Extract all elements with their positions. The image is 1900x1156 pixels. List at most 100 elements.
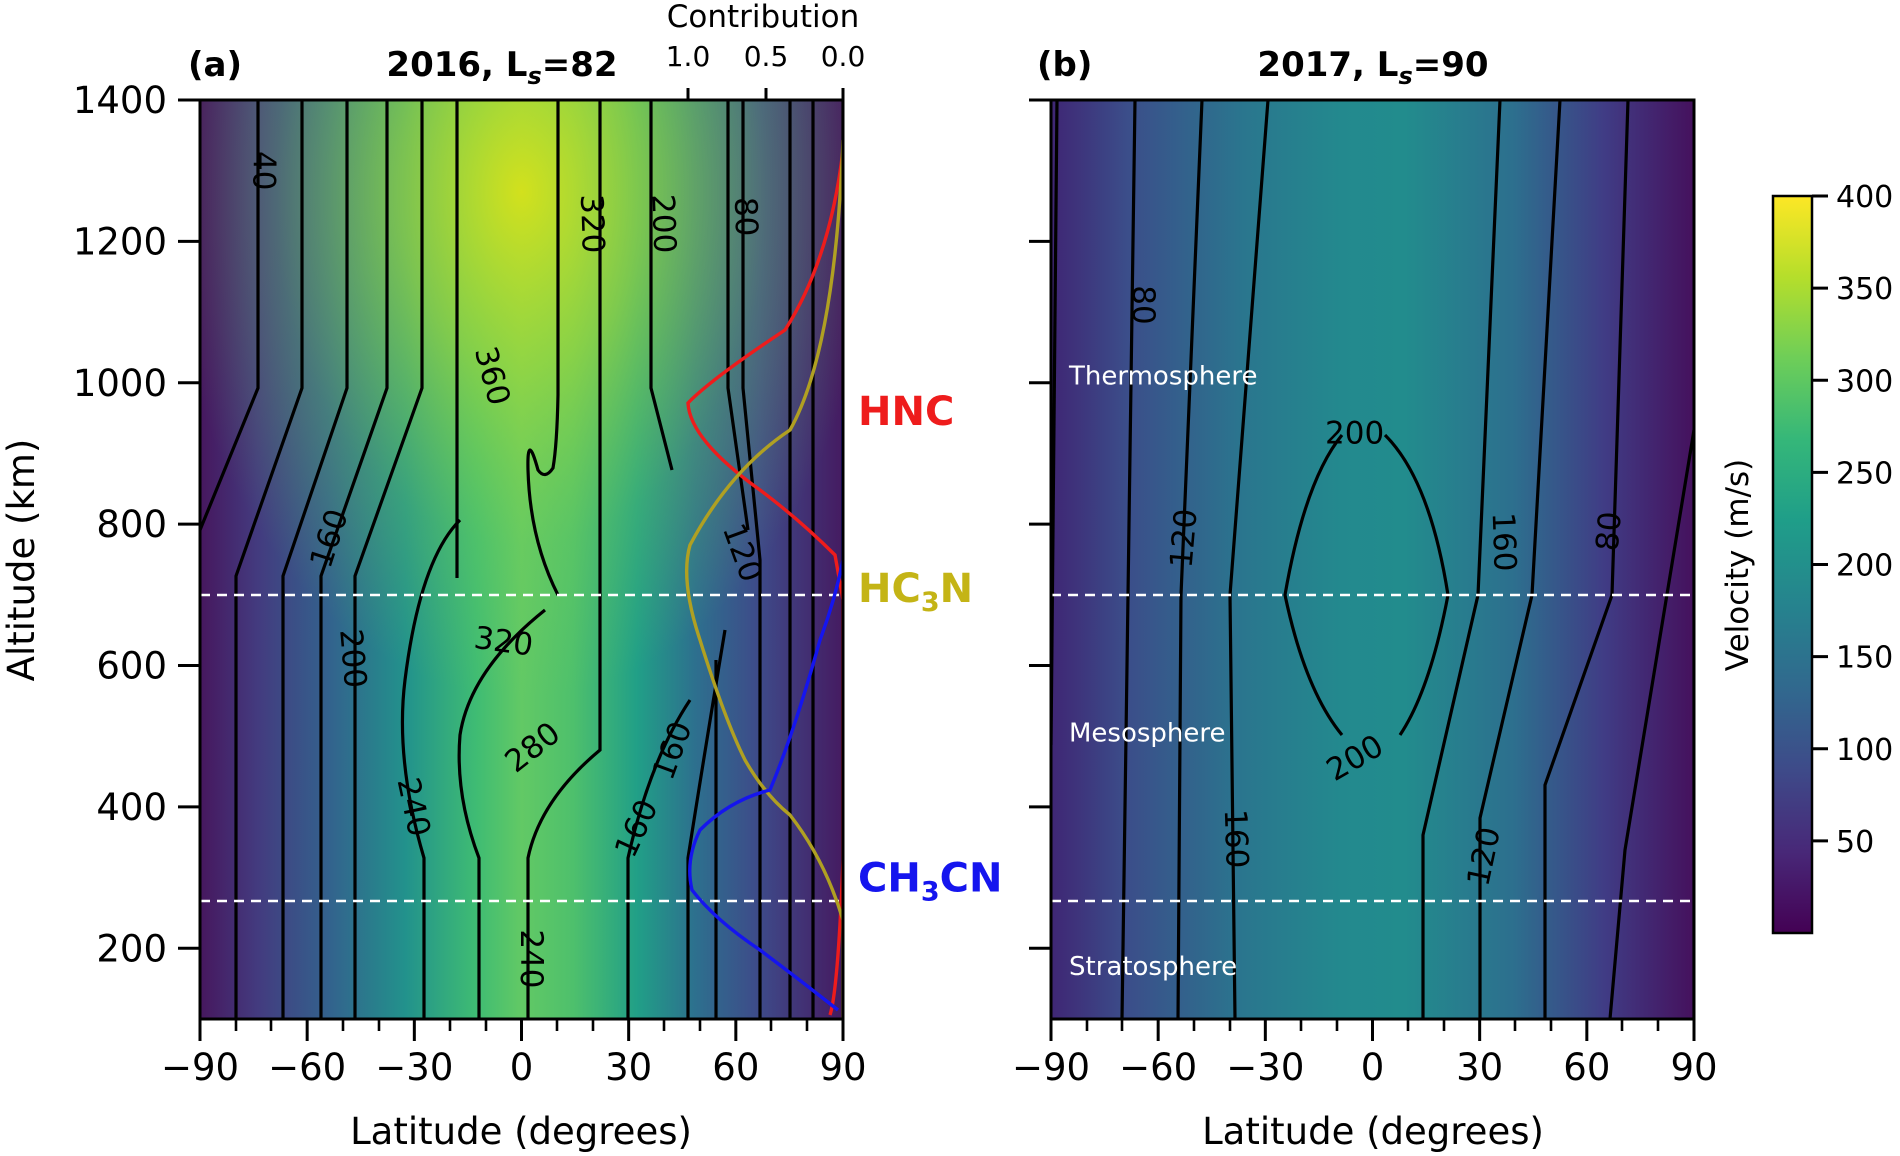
- layer-boundaries-a: [200, 593, 843, 903]
- x-tick-label: −90: [1012, 1046, 1090, 1089]
- y-ticks-a: [178, 98, 200, 950]
- colorbar-tick-label: 100: [1836, 733, 1893, 768]
- panel-b-letter: (b): [1037, 45, 1092, 85]
- x-tick-labels-b: −90 −60 −30 0 30 60 90: [1012, 1046, 1718, 1089]
- x-tick-label: 30: [1456, 1046, 1503, 1089]
- contour-label: 160: [1217, 809, 1255, 869]
- x-tick-label: 90: [819, 1046, 866, 1089]
- x-axis-label-a: Latitude (degrees): [350, 1110, 692, 1153]
- species-label-hnc: HNC: [858, 389, 954, 435]
- x-tick-label: 60: [712, 1046, 759, 1089]
- contribution-tick-0: 0.0: [821, 40, 866, 73]
- contribution-axis-label: Contribution: [667, 0, 859, 35]
- x-tick-label: 0: [510, 1046, 534, 1089]
- x-tick-label: −60: [268, 1046, 346, 1089]
- contribution-tick-0-5: 0.5: [744, 40, 789, 73]
- x-tick-label: −90: [161, 1046, 239, 1089]
- panel-a-title: 2016, Ls=82: [386, 45, 617, 90]
- contribution-tick-1: 1.0: [666, 40, 711, 73]
- y-tick-label: 800: [96, 503, 167, 546]
- contour-label-text: 80: [1590, 510, 1629, 552]
- colorbar-ticks: [1812, 194, 1828, 843]
- colorbar-tick-label: 50: [1836, 825, 1874, 860]
- contour-label: 200: [1325, 415, 1384, 451]
- layer-boundaries-b: [1051, 593, 1694, 903]
- ch3cn-contribution-curve: [688, 400, 843, 1012]
- contour-label-text: 320: [573, 194, 611, 254]
- species-label-hc3n: HC3N: [858, 566, 973, 618]
- layer-label-mesosphere: Mesosphere: [1069, 719, 1226, 749]
- y-tick-labels-a: 200 400 600 800 1000 1200 1400: [73, 79, 167, 970]
- hnc-contribution-curve: [686, 149, 843, 1016]
- x-tick-label: 0: [1361, 1046, 1385, 1089]
- contour-label-text: 160: [1217, 809, 1255, 869]
- contour-lines-a: [200, 100, 843, 1019]
- hc3n-contribution-curve: [685, 139, 843, 1019]
- contour-label: 40: [245, 151, 281, 190]
- x-tick-label: −30: [1226, 1046, 1304, 1089]
- colorbar-tick-label: 250: [1836, 456, 1893, 491]
- colorbar-tick-label: 200: [1836, 549, 1893, 584]
- x-tick-label: −30: [375, 1046, 453, 1089]
- contribution-curves: [685, 139, 843, 1019]
- contour-label-text: 40: [245, 151, 281, 190]
- contour-label-text: 200: [332, 628, 373, 690]
- colorbar-tick-label: 350: [1836, 272, 1893, 307]
- colorbar-tick-label: 400: [1836, 180, 1893, 215]
- x-ticks-b: [1049, 1019, 1696, 1041]
- contour-label: 120: [1164, 507, 1205, 569]
- contour-label-text: 200: [1325, 415, 1384, 451]
- heatmap-field-b: [1051, 100, 1694, 1019]
- x-axis-label-b: Latitude (degrees): [1202, 1110, 1544, 1153]
- x-tick-label: 90: [1670, 1046, 1717, 1089]
- y-tick-label: 1000: [73, 362, 167, 405]
- y-axis-label: Altitude (km): [0, 439, 43, 682]
- contour-label: 80: [727, 196, 764, 237]
- y-tick-label: 400: [96, 786, 167, 829]
- colorbar-tick-label: 300: [1836, 364, 1893, 399]
- panel-b-title: 2017, Ls=90: [1257, 45, 1488, 90]
- contour-label: 240: [513, 929, 549, 988]
- y-tick-label: 600: [96, 645, 167, 688]
- colorbar-gradient: [1771, 194, 1814, 935]
- colorbar-tick-labels: 50 100 150 200 250 300 350 400: [1836, 180, 1893, 860]
- contour-label-text: 160: [1485, 512, 1523, 572]
- contour-label: 200: [644, 194, 682, 254]
- layer-label-stratosphere: Stratosphere: [1069, 952, 1237, 982]
- layer-labels: Thermosphere Mesosphere Stratosphere: [1068, 362, 1257, 982]
- contour-label: 160: [1485, 512, 1523, 572]
- x-tick-label: 30: [605, 1046, 652, 1089]
- species-label-ch3cn: CH3CN: [858, 856, 1002, 908]
- contour-label: 200: [332, 628, 373, 690]
- contour-label: 80: [1125, 285, 1161, 324]
- colorbar: 50 100 150 200 250 300 350 400 Velocity (m/s): [1720, 180, 1893, 935]
- contour-label-text: 120: [1164, 507, 1205, 569]
- colorbar-tick-label: 150: [1836, 641, 1893, 676]
- y-tick-label: 200: [96, 927, 167, 970]
- minor-x-ticks-b: [1085, 1019, 1660, 1031]
- y-tick-label: 1200: [73, 220, 167, 263]
- species-labels: HNC HC3N CH3CN: [858, 389, 1002, 908]
- panel-a-letter: (a): [188, 45, 242, 85]
- colorbar-label: Velocity (m/s): [1720, 459, 1756, 671]
- y-tick-label: 1400: [73, 79, 167, 122]
- x-ticks-a: [198, 1019, 845, 1041]
- x-tick-label: 60: [1563, 1046, 1610, 1089]
- x-tick-labels-a: −90 −60 −30 0 30 60 90: [161, 1046, 867, 1089]
- contour-label-text: 80: [1125, 285, 1161, 324]
- contour-label-text: 320: [472, 620, 536, 664]
- contribution-axis: 1.0 0.5 0.0 Contribution: [666, 0, 866, 100]
- layer-label-thermosphere: Thermosphere: [1068, 362, 1257, 392]
- heatmap-field-a: [200, 100, 843, 1019]
- y-ticks-b: [1029, 98, 1051, 950]
- x-tick-label: −60: [1119, 1046, 1197, 1089]
- minor-x-ticks-a: [234, 1019, 809, 1031]
- contour-label: 80: [1590, 510, 1629, 552]
- contour-label-text: 80: [727, 196, 764, 237]
- contour-label: 320: [472, 620, 536, 664]
- contour-label: 320: [573, 194, 611, 254]
